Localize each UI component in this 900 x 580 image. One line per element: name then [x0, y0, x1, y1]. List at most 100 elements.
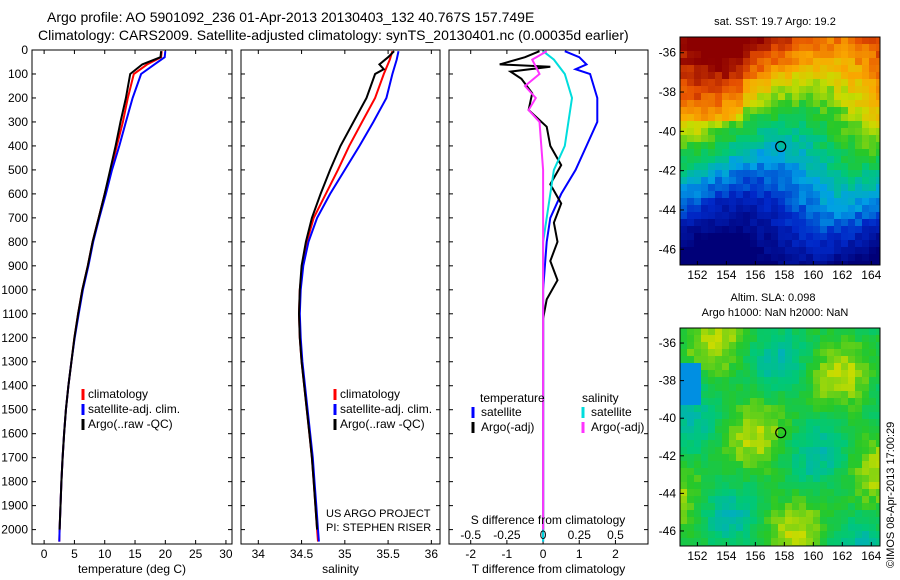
map-cell — [806, 398, 814, 406]
map-cell — [792, 65, 800, 73]
map-cell — [729, 128, 737, 136]
map-cell — [736, 156, 744, 164]
map-cell — [736, 538, 744, 546]
map-cell — [841, 247, 849, 255]
map-cell — [869, 142, 877, 150]
map-cell — [694, 233, 702, 241]
map-cell — [708, 440, 716, 448]
map-cell — [813, 107, 821, 115]
map-cell — [722, 128, 730, 136]
map-cell — [722, 198, 730, 206]
map-cell — [778, 440, 786, 448]
map-cell — [736, 107, 744, 115]
map-cell — [736, 482, 744, 490]
map-cell — [820, 384, 828, 392]
map-cell — [862, 489, 870, 497]
map-cell — [708, 226, 716, 234]
map-cell — [722, 212, 730, 220]
map-cell — [722, 177, 730, 185]
map-cell — [848, 79, 856, 87]
x-tick-label: 35 — [338, 547, 352, 561]
map-cell — [827, 454, 835, 462]
map-cell — [680, 114, 688, 122]
map-cell — [834, 489, 842, 497]
map-cell — [750, 65, 758, 73]
map-cell — [778, 342, 786, 350]
map-cell — [715, 342, 723, 350]
map-cell — [764, 100, 772, 108]
map-cell — [855, 426, 863, 434]
y-tick-label: -36 — [659, 336, 677, 350]
legend-label: Argo(-adj) — [591, 420, 644, 434]
map-cell — [771, 489, 779, 497]
map-cell — [680, 489, 688, 497]
map-cell — [736, 349, 744, 357]
map-cell — [820, 79, 828, 87]
map-cell — [785, 342, 793, 350]
map-cell — [708, 384, 716, 392]
map-cell — [680, 370, 688, 378]
map-cell — [694, 44, 702, 52]
map-cell — [743, 426, 751, 434]
map-cell — [736, 412, 744, 420]
map-cell — [834, 384, 842, 392]
map-cell — [736, 86, 744, 94]
map-cell — [855, 349, 863, 357]
map-cell — [834, 335, 842, 343]
map-cell — [862, 426, 870, 434]
map-cell — [820, 524, 828, 532]
map-cell — [694, 100, 702, 108]
map-cell — [736, 447, 744, 455]
map-cell — [820, 58, 828, 66]
y-tick-label: 100 — [8, 67, 28, 81]
map-cell — [785, 412, 793, 420]
map-cell — [813, 100, 821, 108]
map-cell — [736, 510, 744, 518]
map-cell — [799, 135, 807, 143]
map-cell — [708, 482, 716, 490]
map-cell — [715, 440, 723, 448]
map-cell — [743, 79, 751, 87]
map-cell — [792, 398, 800, 406]
map-cell — [729, 433, 737, 441]
map-cell — [813, 405, 821, 413]
map-cell — [799, 335, 807, 343]
x-tick-label: 154 — [716, 549, 736, 563]
map-cell — [715, 205, 723, 213]
map-cell — [785, 65, 793, 73]
map-cell — [806, 426, 814, 434]
map-cell — [834, 51, 842, 59]
map-cell — [715, 363, 723, 371]
map-cell — [806, 51, 814, 59]
map-cell — [827, 517, 835, 525]
map-cell — [813, 454, 821, 462]
map-cell — [729, 58, 737, 66]
map-cell — [785, 398, 793, 406]
map-cell — [806, 461, 814, 469]
map-cell — [813, 461, 821, 469]
map-cell — [764, 72, 772, 80]
map-cell — [757, 461, 765, 469]
map-cell — [715, 524, 723, 532]
map-cell — [869, 433, 877, 441]
map-cell — [841, 524, 849, 532]
map-cell — [855, 163, 863, 171]
map-cell — [855, 156, 863, 164]
map-cell — [792, 531, 800, 539]
map-cell — [848, 198, 856, 206]
map-cell — [771, 426, 779, 434]
map-cell — [806, 128, 814, 136]
map-cell — [715, 426, 723, 434]
map-cell — [757, 510, 765, 518]
map-cell — [764, 447, 772, 455]
map-cell — [855, 191, 863, 199]
map-cell — [743, 328, 751, 336]
map-cell — [680, 79, 688, 87]
map-cell — [792, 356, 800, 364]
map-cell — [722, 517, 730, 525]
map-cell — [750, 170, 758, 178]
map-cell — [764, 58, 772, 66]
map-cell — [869, 342, 877, 350]
map-cell — [771, 461, 779, 469]
map-cell — [841, 184, 849, 192]
